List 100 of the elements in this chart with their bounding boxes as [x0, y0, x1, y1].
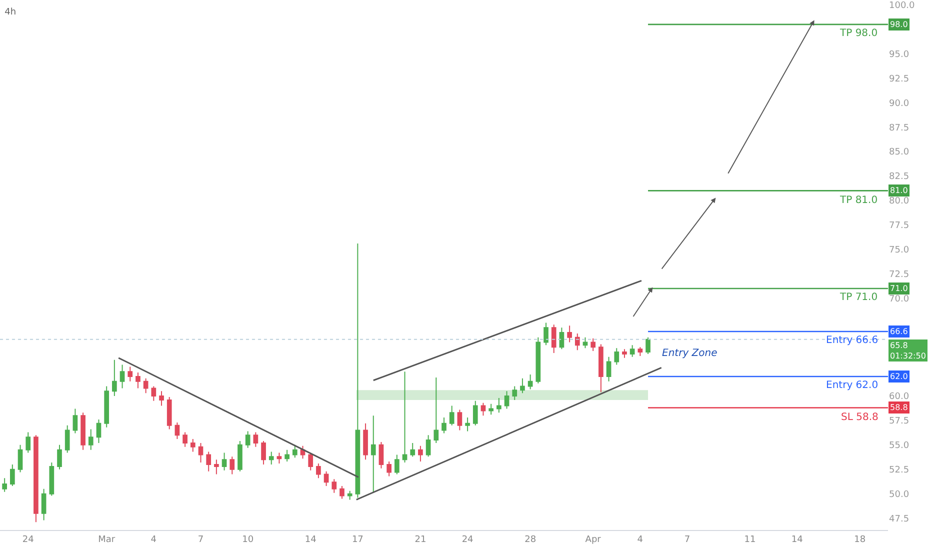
ref-line-label: SL 58.8 [841, 412, 878, 423]
annotation: 98.0 [890, 20, 908, 29]
annotation: 71.0 [890, 284, 908, 293]
candlestick [488, 403, 494, 416]
y-tick-label: 77.5 [889, 221, 910, 232]
candlestick [590, 338, 596, 352]
candlestick [253, 432, 258, 448]
candlestick [324, 470, 329, 486]
annotation: 58.8 [890, 403, 908, 412]
candlestick [544, 322, 548, 346]
candlestick [434, 376, 439, 444]
candlestick [378, 441, 384, 469]
candlestick [34, 434, 38, 523]
x-tick-label: 7 [198, 534, 204, 545]
y-tick-label: 70.0 [889, 294, 910, 304]
candlestick [496, 397, 502, 414]
candlestick [418, 445, 423, 462]
candlestick [104, 386, 110, 428]
candlestick [622, 348, 627, 358]
candlestick [567, 325, 572, 343]
candlestick [292, 444, 298, 458]
candlestick [582, 336, 588, 349]
candlestick [347, 490, 352, 500]
candlestick [598, 344, 604, 393]
candlestick [268, 451, 274, 465]
candlestick [261, 440, 266, 465]
candlestick [520, 378, 525, 394]
candlestick [386, 461, 392, 477]
annotation: Entry Zone [662, 348, 718, 359]
candlestick [245, 430, 250, 448]
x-tick-label: Apr [585, 534, 602, 545]
candlestick [363, 422, 368, 460]
candlestick [166, 396, 172, 430]
y-tick-label: 57.5 [889, 416, 910, 427]
x-tick-label: 14 [791, 534, 804, 545]
candlestick [449, 405, 454, 426]
candlestick [41, 488, 46, 521]
y-tick-label: 60.0 [889, 392, 910, 402]
candlestick [316, 463, 321, 479]
ref-line-label: TP 98.0 [839, 28, 878, 39]
y-tick-label: 55.0 [889, 441, 910, 452]
candlestick [222, 452, 227, 471]
annotation: 81.0 [890, 186, 908, 195]
candlestick [410, 442, 416, 458]
x-tick-label: 4 [637, 534, 644, 545]
y-tick-label: 92.5 [889, 74, 910, 84]
y-tick-label: 50.0 [889, 490, 910, 500]
candlestick [465, 417, 470, 432]
candlestick [190, 438, 196, 452]
ref-line-label: TP 81.0 [839, 195, 878, 206]
y-tick-label: 100.0 [889, 1, 916, 12]
candlestick [504, 390, 510, 410]
x-tick-label: 28 [524, 534, 536, 545]
candlestick [340, 486, 344, 500]
candlestick [26, 432, 31, 454]
candlestick [426, 434, 431, 458]
ref-line-label: Entry 62.0 [826, 380, 878, 391]
candlestick [559, 327, 564, 350]
candlestick [472, 400, 478, 426]
candlestick [64, 424, 70, 454]
x-tick-label: 21 [414, 534, 426, 545]
candlestick [80, 412, 86, 450]
y-tick-label: 47.5 [889, 514, 910, 524]
y-tick-label: 87.5 [889, 123, 910, 134]
candlestick [151, 386, 156, 402]
candlestick [536, 336, 541, 384]
candlestick [159, 390, 164, 406]
candlestick [96, 419, 102, 444]
y-tick-label: 72.5 [889, 270, 910, 280]
x-tick-label: 24 [22, 534, 34, 545]
candlestick [238, 440, 242, 472]
candlestick [574, 332, 580, 351]
y-tick-label: 85.0 [889, 148, 910, 158]
x-tick-label: 7 [684, 534, 690, 545]
candlestick [174, 422, 180, 440]
candlestick [308, 452, 314, 471]
candlestick [614, 348, 620, 366]
candlestick [49, 462, 54, 496]
y-tick-label: 75.0 [889, 246, 910, 256]
text: 01:32:50 [890, 351, 926, 360]
candlestick [402, 371, 408, 464]
y-tick-label: 82.5 [889, 172, 910, 182]
candlestick [112, 359, 117, 397]
x-tick-label: 18 [854, 534, 866, 545]
candlestick [284, 449, 290, 462]
text: 4h [4, 8, 16, 18]
candlestick [512, 386, 518, 400]
ref-line-label: 65.8 [890, 341, 908, 350]
candlestick [457, 409, 462, 431]
candlestick [18, 444, 23, 473]
x-tick-label: Mar [98, 534, 116, 545]
candlestick [2, 478, 7, 492]
x-tick-label: 17 [352, 534, 364, 545]
candlestick [182, 432, 188, 448]
ref-line-label: TP 71.0 [839, 292, 878, 303]
candlestick [120, 364, 125, 389]
x-tick-label: 11 [744, 534, 756, 545]
candlestick [10, 464, 15, 486]
y-tick-label: 80.0 [889, 196, 910, 207]
y-tick-label: 95.0 [889, 50, 910, 60]
